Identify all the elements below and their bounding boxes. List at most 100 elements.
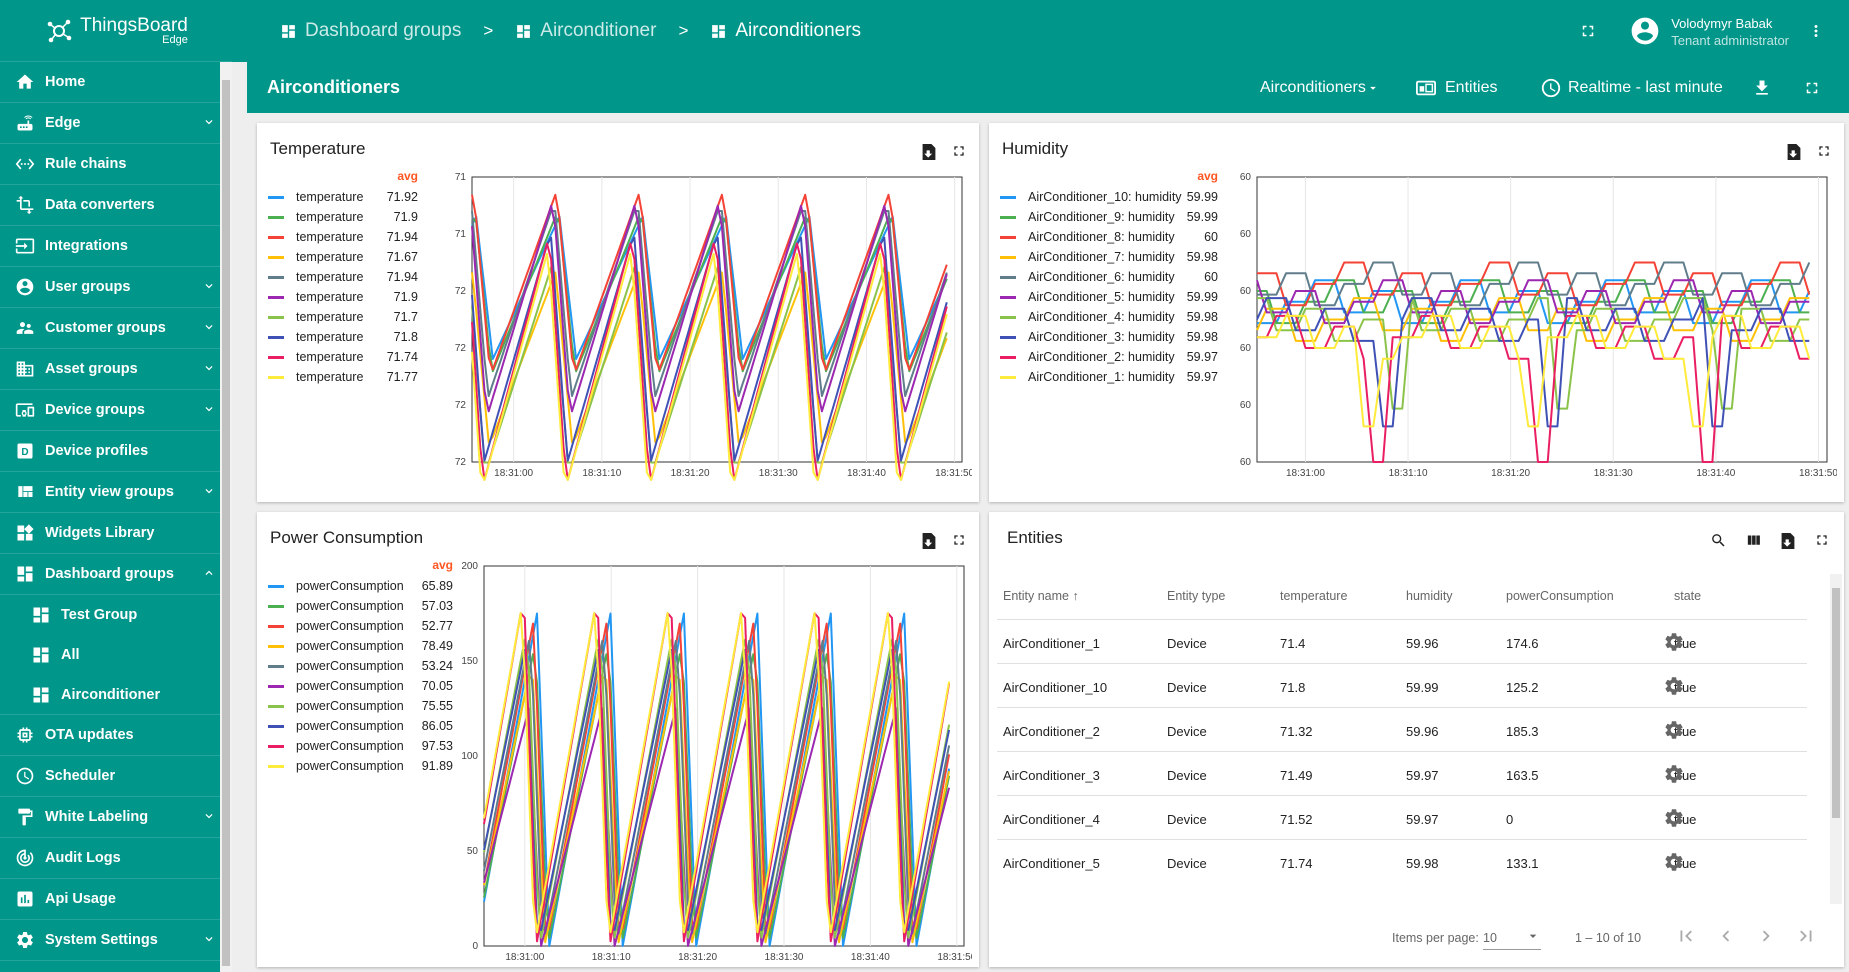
legend-item[interactable]: powerConsumption 78.49	[268, 636, 453, 656]
chevron-up-icon[interactable]	[202, 566, 216, 580]
entities-button[interactable]: Entities	[1415, 62, 1497, 113]
legend-item[interactable]: AirConditioner_4: humidity 59.98	[1000, 307, 1218, 327]
chevron-down-icon[interactable]	[202, 402, 216, 416]
chevron-down-icon[interactable]	[202, 320, 216, 334]
sidebar-scrollbar-thumb[interactable]	[222, 80, 230, 966]
sidebar-item-system-settings[interactable]: System Settings	[0, 920, 232, 961]
sidebar-item-integrations[interactable]: Integrations	[0, 226, 232, 267]
fullscreen-icon[interactable]	[1814, 532, 1830, 550]
chevron-down-icon[interactable]	[202, 484, 216, 498]
export-file-icon[interactable]	[1780, 532, 1796, 550]
chevron-down-icon[interactable]	[202, 361, 216, 375]
legend-item[interactable]: powerConsumption 70.05	[268, 676, 453, 696]
next-page-icon[interactable]	[1755, 925, 1777, 947]
legend-item[interactable]: AirConditioner_3: humidity 59.98	[1000, 327, 1218, 347]
legend-item[interactable]: powerConsumption 91.89	[268, 756, 453, 776]
previous-page-icon[interactable]	[1715, 925, 1737, 947]
legend-item[interactable]: AirConditioner_9: humidity 59.99	[1000, 207, 1218, 227]
entity-alias-select[interactable]: Airconditioners	[1260, 62, 1380, 113]
sidebar-scrollbar[interactable]	[220, 62, 232, 972]
column-header-humidity[interactable]: humidity	[1406, 589, 1453, 603]
settings-icon[interactable]	[1663, 675, 1685, 697]
settings-icon[interactable]	[1663, 719, 1685, 741]
view-column-icon[interactable]	[1745, 532, 1762, 550]
legend-item[interactable]: temperature 71.94	[268, 227, 418, 247]
user-info[interactable]: Volodymyr Babak Tenant administrator	[1671, 15, 1789, 48]
legend-item[interactable]: AirConditioner_5: humidity 59.99	[1000, 287, 1218, 307]
sidebar-item-asset-groups[interactable]: Asset groups	[0, 349, 232, 390]
column-header-temperature[interactable]: temperature	[1280, 589, 1348, 603]
timewindow-button[interactable]: Realtime - last minute	[1540, 62, 1723, 113]
chevron-down-icon[interactable]	[202, 279, 216, 293]
sidebar-item-home[interactable]: Home	[0, 62, 232, 103]
export-file-icon[interactable]	[921, 532, 937, 550]
table-row[interactable]: AirConditioner_3 Device 71.49 59.97 163.5 tru…	[997, 751, 1807, 795]
sidebar-item-api-usage[interactable]: Api Usage	[0, 879, 232, 920]
fullscreen-icon[interactable]	[951, 532, 967, 550]
items-per-page-select[interactable]: 10	[1483, 924, 1541, 950]
legend-item[interactable]: temperature 71.9	[268, 287, 418, 307]
chevron-down-icon[interactable]	[202, 115, 216, 129]
legend-item[interactable]: temperature 71.7	[268, 307, 418, 327]
sidebar-item-all[interactable]: All	[0, 635, 232, 675]
dashboard-fullscreen-button[interactable]	[1803, 62, 1821, 113]
sidebar-item-white-labeling[interactable]: White Labeling	[0, 797, 232, 838]
legend-item[interactable]: powerConsumption 75.55	[268, 696, 453, 716]
column-header-power-consumption[interactable]: powerConsumption	[1506, 589, 1614, 603]
sidebar-item-ota-updates[interactable]: OTA updates	[0, 715, 232, 756]
table-row[interactable]: AirConditioner_10 Device 71.8 59.99 125.2 tru…	[997, 663, 1807, 707]
legend-item[interactable]: AirConditioner_6: humidity 60	[1000, 267, 1218, 287]
legend-item[interactable]: AirConditioner_1: humidity 59.97	[1000, 367, 1218, 387]
last-page-icon[interactable]	[1795, 925, 1817, 947]
account-avatar-icon[interactable]	[1629, 15, 1661, 47]
sidebar-item-airconditioner[interactable]: Airconditioner	[0, 675, 232, 715]
legend-item[interactable]: temperature 71.9	[268, 207, 418, 227]
table-row[interactable]: AirConditioner_5 Device 71.74 59.98 133.1 tru…	[997, 839, 1807, 883]
legend-item[interactable]: temperature 71.67	[268, 247, 418, 267]
chevron-down-icon[interactable]	[202, 932, 216, 946]
settings-icon[interactable]	[1663, 631, 1685, 653]
legend-item[interactable]: powerConsumption 57.03	[268, 596, 453, 616]
sidebar-item-widgets-library[interactable]: Widgets Library	[0, 513, 232, 554]
column-header-entity-name[interactable]: Entity name ↑	[1003, 589, 1079, 603]
legend-item[interactable]: AirConditioner_10: humidity 59.99	[1000, 187, 1218, 207]
fullscreen-icon[interactable]	[951, 143, 967, 161]
export-file-icon[interactable]	[1786, 143, 1802, 161]
legend-item[interactable]: powerConsumption 52.77	[268, 616, 453, 636]
column-header-entity-type[interactable]: Entity type	[1167, 589, 1226, 603]
breadcrumb-dashboard-groups[interactable]: Dashboard groups	[280, 20, 461, 42]
settings-icon[interactable]	[1663, 763, 1685, 785]
table-row[interactable]: AirConditioner_4 Device 71.52 59.97 0 true	[997, 795, 1807, 839]
settings-icon[interactable]	[1663, 807, 1685, 829]
export-file-icon[interactable]	[921, 143, 937, 161]
legend-item[interactable]: temperature 71.8	[268, 327, 418, 347]
legend-item[interactable]: AirConditioner_2: humidity 59.97	[1000, 347, 1218, 367]
legend-item[interactable]: temperature 71.92	[268, 187, 418, 207]
legend-item[interactable]: temperature 71.74	[268, 347, 418, 367]
more-vert-icon[interactable]	[1807, 22, 1825, 40]
search-icon[interactable]	[1710, 532, 1727, 550]
breadcrumb-airconditioner[interactable]: Airconditioner	[515, 20, 656, 42]
brand-logo[interactable]: ThingsBoard Edge	[0, 0, 232, 62]
sidebar-item-user-groups[interactable]: User groups	[0, 267, 232, 308]
legend-item[interactable]: AirConditioner_8: humidity 60	[1000, 227, 1218, 247]
sidebar-item-test-group[interactable]: Test Group	[0, 595, 232, 635]
legend-item[interactable]: temperature 71.77	[268, 367, 418, 387]
sidebar-item-dashboard-groups[interactable]: Dashboard groups	[0, 554, 232, 595]
table-row[interactable]: AirConditioner_1 Device 71.4 59.96 174.6 true	[997, 619, 1807, 663]
first-page-icon[interactable]	[1675, 925, 1697, 947]
sidebar-item-rule-chains[interactable]: Rule chains	[0, 144, 232, 185]
settings-icon[interactable]	[1663, 851, 1685, 873]
download-button[interactable]	[1752, 62, 1772, 113]
sidebar-item-device-profiles[interactable]: D Device profiles	[0, 431, 232, 472]
sidebar-item-data-converters[interactable]: Data converters	[0, 185, 232, 226]
legend-item[interactable]: temperature 71.94	[268, 267, 418, 287]
sidebar-item-entity-view-groups[interactable]: Entity view groups	[0, 472, 232, 513]
legend-item[interactable]: AirConditioner_7: humidity 59.98	[1000, 247, 1218, 267]
chevron-down-icon[interactable]	[202, 809, 216, 823]
legend-item[interactable]: powerConsumption 86.05	[268, 716, 453, 736]
sidebar-item-edge[interactable]: Edge	[0, 103, 232, 144]
legend-item[interactable]: powerConsumption 65.89	[268, 576, 453, 596]
legend-item[interactable]: powerConsumption 97.53	[268, 736, 453, 756]
column-header-state[interactable]: state	[1674, 589, 1702, 603]
